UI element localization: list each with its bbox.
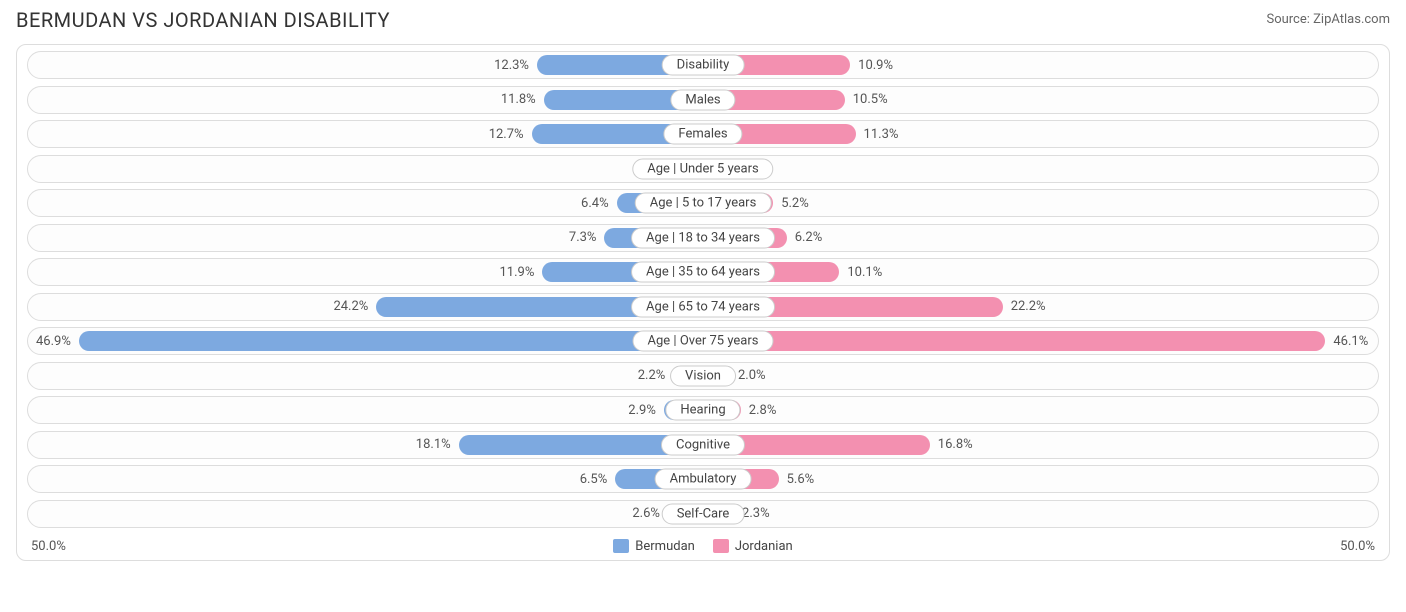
left-value-label: 24.2% [325, 299, 376, 314]
row-right-half: 2.8% [703, 397, 1378, 423]
legend-swatch-left [613, 539, 629, 553]
row-right-half: 11.3% [703, 121, 1378, 147]
row-left-half: 11.8% [28, 87, 703, 113]
right-value-label: 10.5% [845, 92, 896, 107]
bar-row: 2.6%2.3%Self-Care [27, 500, 1379, 528]
right-value-label: 2.0% [730, 368, 774, 383]
left-value-label: 11.8% [493, 92, 544, 107]
bar-row: 24.2% 22.2% Age | 65 to 74 years [27, 293, 1379, 321]
row-left-half: 46.9% [28, 328, 703, 354]
left-value-label: 2.9% [620, 403, 664, 418]
row-category-label: Ambulatory [655, 469, 752, 490]
row-category-label: Vision [670, 365, 736, 386]
bar-row: 12.7% 11.3% Females [27, 120, 1379, 148]
row-category-label: Disability [662, 55, 745, 76]
left-value-label: 7.3% [561, 230, 605, 245]
row-left-half: 2.9% [28, 397, 703, 423]
left-bar [79, 331, 703, 351]
right-value-label: 2.8% [741, 403, 785, 418]
bar-row: 2.9% 2.8%Hearing [27, 396, 1379, 424]
bar-row: 7.3% 6.2% Age | 18 to 34 years [27, 224, 1379, 252]
row-right-half: 22.2% [703, 294, 1378, 320]
left-value-label: 6.5% [572, 472, 616, 487]
right-bar [703, 331, 1325, 351]
right-value-label: 5.2% [773, 196, 817, 211]
bar-row: 46.9% 46.1% Age | Over 75 years [27, 327, 1379, 355]
row-left-half: 11.9% [28, 259, 703, 285]
right-value-label: 10.9% [850, 58, 901, 73]
left-value-label: 18.1% [408, 437, 459, 452]
row-category-label: Age | Under 5 years [632, 158, 773, 179]
right-value-label: 11.3% [856, 127, 907, 142]
chart-area: 12.3% 10.9% Disability 11.8% 10.5% Males 12.7%… [16, 44, 1390, 561]
left-value-label: 11.9% [491, 265, 542, 280]
row-left-half: 2.2% [28, 363, 703, 389]
right-value-label: 46.1% [1325, 334, 1376, 349]
bar-row: 2.2% 2.0%Vision [27, 362, 1379, 390]
left-value-label: 46.9% [28, 334, 79, 349]
chart-header: BERMUDAN VS JORDANIAN DISABILITY Source:… [16, 8, 1390, 32]
row-category-label: Age | Over 75 years [633, 331, 774, 352]
legend-label-left: Bermudan [635, 539, 695, 554]
left-value-label: 6.4% [573, 196, 617, 211]
row-right-half: 46.1% [703, 328, 1378, 354]
row-right-half: 5.6% [703, 466, 1378, 492]
row-left-half: 2.6% [28, 501, 703, 527]
row-right-half: 10.9% [703, 52, 1378, 78]
bar-row: 11.9% 10.1% Age | 35 to 64 years [27, 258, 1379, 286]
row-right-half: 10.1% [703, 259, 1378, 285]
legend-swatch-right [713, 539, 729, 553]
right-value-label: 16.8% [930, 437, 981, 452]
row-left-half: 12.3% [28, 52, 703, 78]
rows-container: 12.3% 10.9% Disability 11.8% 10.5% Males 12.7%… [27, 51, 1379, 528]
row-left-half: 6.4% [28, 190, 703, 216]
bar-row: 6.5% 5.6% Ambulatory [27, 465, 1379, 493]
axis-right-label: 50.0% [1340, 539, 1375, 554]
row-right-half: 5.2% [703, 190, 1378, 216]
row-category-label: Self-Care [662, 503, 745, 524]
row-left-half: 24.2% [28, 294, 703, 320]
legend-item-right: Jordanian [713, 539, 793, 554]
row-category-label: Hearing [665, 400, 740, 421]
axis-left-label: 50.0% [31, 539, 66, 554]
bar-row: 1.4%1.1%Age | Under 5 years [27, 155, 1379, 183]
bar-row: 6.4% 5.2%Age | 5 to 17 years [27, 189, 1379, 217]
legend-label-right: Jordanian [735, 539, 793, 554]
row-category-label: Age | 35 to 64 years [631, 262, 775, 283]
right-value-label: 6.2% [787, 230, 831, 245]
row-category-label: Females [663, 124, 742, 145]
row-right-half: 10.5% [703, 87, 1378, 113]
row-right-half: 6.2% [703, 225, 1378, 251]
legend: Bermudan Jordanian [613, 539, 792, 554]
row-left-half: 6.5% [28, 466, 703, 492]
left-value-label: 2.2% [630, 368, 674, 383]
bar-row: 11.8% 10.5% Males [27, 86, 1379, 114]
row-left-half: 18.1% [28, 432, 703, 458]
right-value-label: 5.6% [779, 472, 823, 487]
row-category-label: Males [670, 89, 735, 110]
left-value-label: 12.7% [481, 127, 532, 142]
row-category-label: Age | 65 to 74 years [631, 296, 775, 317]
right-value-label: 10.1% [839, 265, 890, 280]
row-left-half: 7.3% [28, 225, 703, 251]
chart-footer: 50.0% Bermudan Jordanian 50.0% [27, 534, 1379, 558]
row-left-half: 1.4% [28, 156, 703, 182]
row-right-half: 2.0% [703, 363, 1378, 389]
row-category-label: Cognitive [661, 434, 745, 455]
right-value-label: 22.2% [1003, 299, 1054, 314]
bar-row: 18.1% 16.8% Cognitive [27, 431, 1379, 459]
chart-source: Source: ZipAtlas.com [1266, 12, 1390, 27]
row-right-half: 2.3% [703, 501, 1378, 527]
chart-title: BERMUDAN VS JORDANIAN DISABILITY [16, 8, 390, 32]
row-right-half: 16.8% [703, 432, 1378, 458]
legend-item-left: Bermudan [613, 539, 695, 554]
left-value-label: 12.3% [486, 58, 537, 73]
row-category-label: Age | 18 to 34 years [631, 227, 775, 248]
row-category-label: Age | 5 to 17 years [635, 193, 772, 214]
row-right-half: 1.1% [703, 156, 1378, 182]
bar-row: 12.3% 10.9% Disability [27, 51, 1379, 79]
row-left-half: 12.7% [28, 121, 703, 147]
